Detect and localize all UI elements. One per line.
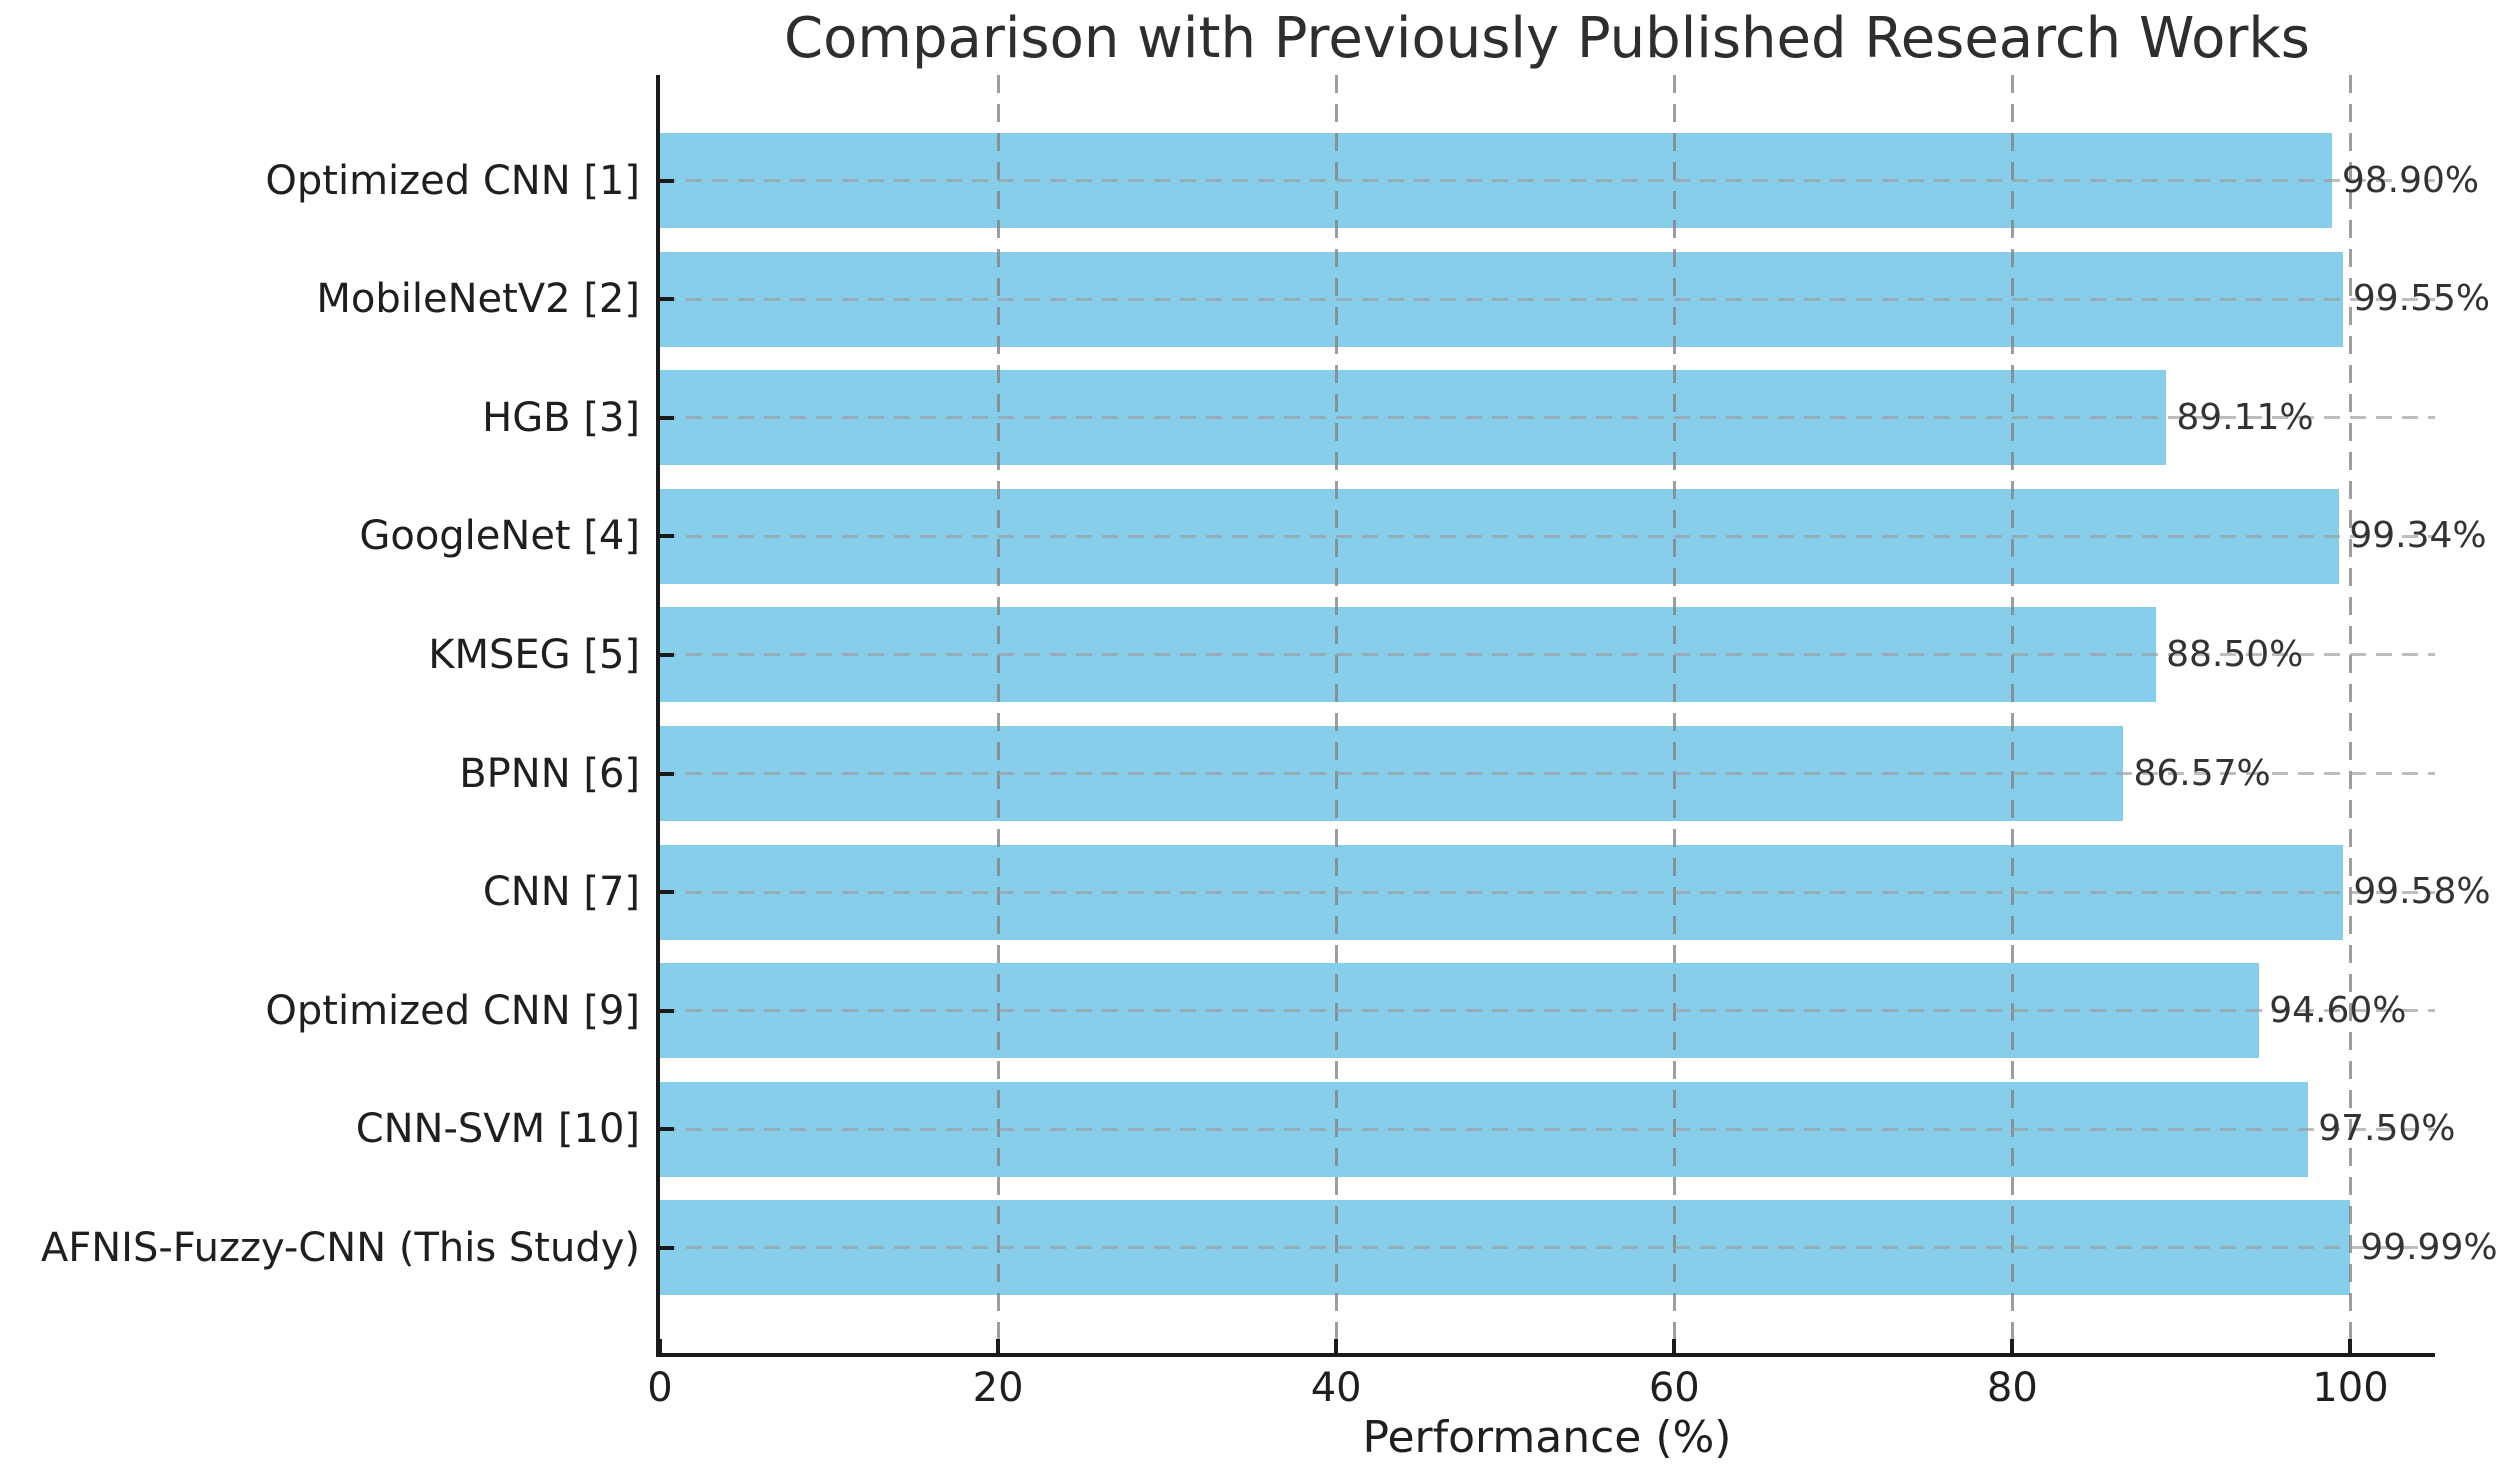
horizontal-gridline xyxy=(660,1127,2435,1131)
horizontal-gridline xyxy=(660,890,2435,894)
y-tick-mark xyxy=(660,890,674,895)
value-label: 99.55% xyxy=(2352,278,2491,320)
horizontal-gridline xyxy=(660,653,2435,657)
y-tick-mark xyxy=(660,1127,674,1132)
value-label: 86.57% xyxy=(2133,752,2271,794)
horizontal-gridline xyxy=(660,772,2435,775)
x-tick-label: 0 xyxy=(647,1365,673,1411)
x-tick-label: 60 xyxy=(1648,1365,1700,1411)
vertical-gridline xyxy=(1334,75,1338,1353)
y-tick-mark xyxy=(660,534,674,539)
vertical-gridline xyxy=(1672,75,1676,1353)
x-tick-label: 40 xyxy=(1310,1365,1362,1411)
category-label: GoogleNet [4] xyxy=(359,513,640,560)
horizontal-gridline xyxy=(660,1246,2435,1250)
y-tick-mark xyxy=(660,1008,674,1013)
x-tick-mark xyxy=(658,1339,662,1353)
y-tick-mark xyxy=(660,652,674,657)
vertical-gridline xyxy=(2348,75,2352,1353)
horizontal-gridline xyxy=(660,297,2435,301)
x-tick-mark xyxy=(996,1339,1001,1353)
x-axis-spine xyxy=(656,1353,2435,1357)
category-label: MobileNetV2 [2] xyxy=(316,276,640,323)
category-label: HGB [3] xyxy=(482,394,640,441)
value-label: 97.50% xyxy=(2318,1108,2456,1150)
y-tick-mark xyxy=(660,1245,674,1250)
x-tick-mark xyxy=(1334,1339,1339,1353)
x-axis-title: Performance (%) xyxy=(1362,1412,1732,1463)
horizontal-gridline xyxy=(660,1009,2435,1013)
value-label: 94.60% xyxy=(2269,989,2407,1031)
value-label: 88.50% xyxy=(2166,633,2304,675)
chart-title: Comparison with Previously Published Res… xyxy=(784,6,2310,71)
x-tick-mark xyxy=(1672,1339,1677,1353)
y-tick-mark xyxy=(660,415,674,420)
category-label: CNN-SVM [10] xyxy=(355,1106,640,1153)
value-label: 89.11% xyxy=(2176,396,2314,438)
value-label: 99.34% xyxy=(2349,515,2487,557)
category-label: Optimized CNN [1] xyxy=(265,157,640,204)
x-tick-mark xyxy=(2010,1339,2015,1353)
value-label: 99.99% xyxy=(2360,1226,2498,1268)
x-tick-label: 100 xyxy=(2312,1365,2389,1411)
value-label: 99.58% xyxy=(2353,871,2491,913)
y-tick-mark xyxy=(660,771,674,776)
category-label: KMSEG [5] xyxy=(428,631,640,678)
category-label: AFNIS-Fuzzy-CNN (This Study) xyxy=(40,1224,640,1271)
y-tick-mark xyxy=(660,178,674,183)
y-axis-spine xyxy=(656,75,660,1357)
horizontal-gridline xyxy=(660,534,2435,538)
vertical-gridline xyxy=(996,75,1000,1353)
value-label: 98.90% xyxy=(2341,159,2480,201)
plot-area xyxy=(656,75,2435,1357)
y-tick-mark xyxy=(660,297,674,302)
x-tick-mark xyxy=(2348,1339,2353,1353)
x-tick-label: 20 xyxy=(972,1365,1024,1411)
horizontal-gridline xyxy=(660,179,2435,182)
category-label: Optimized CNN [9] xyxy=(265,987,640,1034)
x-tick-label: 80 xyxy=(1986,1365,2038,1411)
category-label: BPNN [6] xyxy=(459,750,640,797)
vertical-gridline xyxy=(2010,75,2014,1353)
category-label: CNN [7] xyxy=(482,869,640,916)
horizontal-gridline xyxy=(660,416,2435,420)
